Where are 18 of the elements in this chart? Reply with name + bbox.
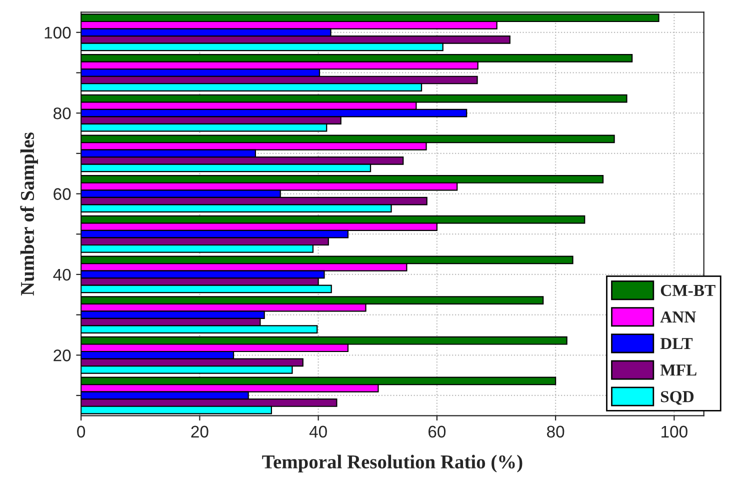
x-tick-label: 0: [77, 426, 86, 438]
y-tick-label: 20: [54, 350, 71, 362]
y-tick-label: 40: [53, 268, 71, 281]
legend-label: ANN: [660, 311, 696, 322]
legend-label: DLT: [660, 338, 693, 350]
legend-label: SQD: [660, 391, 694, 405]
x-tick-label: 80: [547, 426, 564, 438]
x-tick-label: 40: [309, 426, 327, 438]
y-tick-label: 80: [54, 107, 71, 120]
x-tick-label: 20: [191, 426, 208, 438]
x-axis-title: Temporal Resolution Ratio (%): [262, 454, 522, 472]
x-tick-label: 60: [428, 426, 446, 438]
legend-label: MFL: [660, 364, 696, 376]
x-tick-label: 100: [662, 426, 688, 438]
y-tick-label: 60: [54, 188, 71, 200]
y-axis-title: Number of Samples: [20, 132, 38, 296]
y-tick-label: 100: [44, 26, 71, 39]
legend-label: CM-BT: [660, 284, 716, 296]
